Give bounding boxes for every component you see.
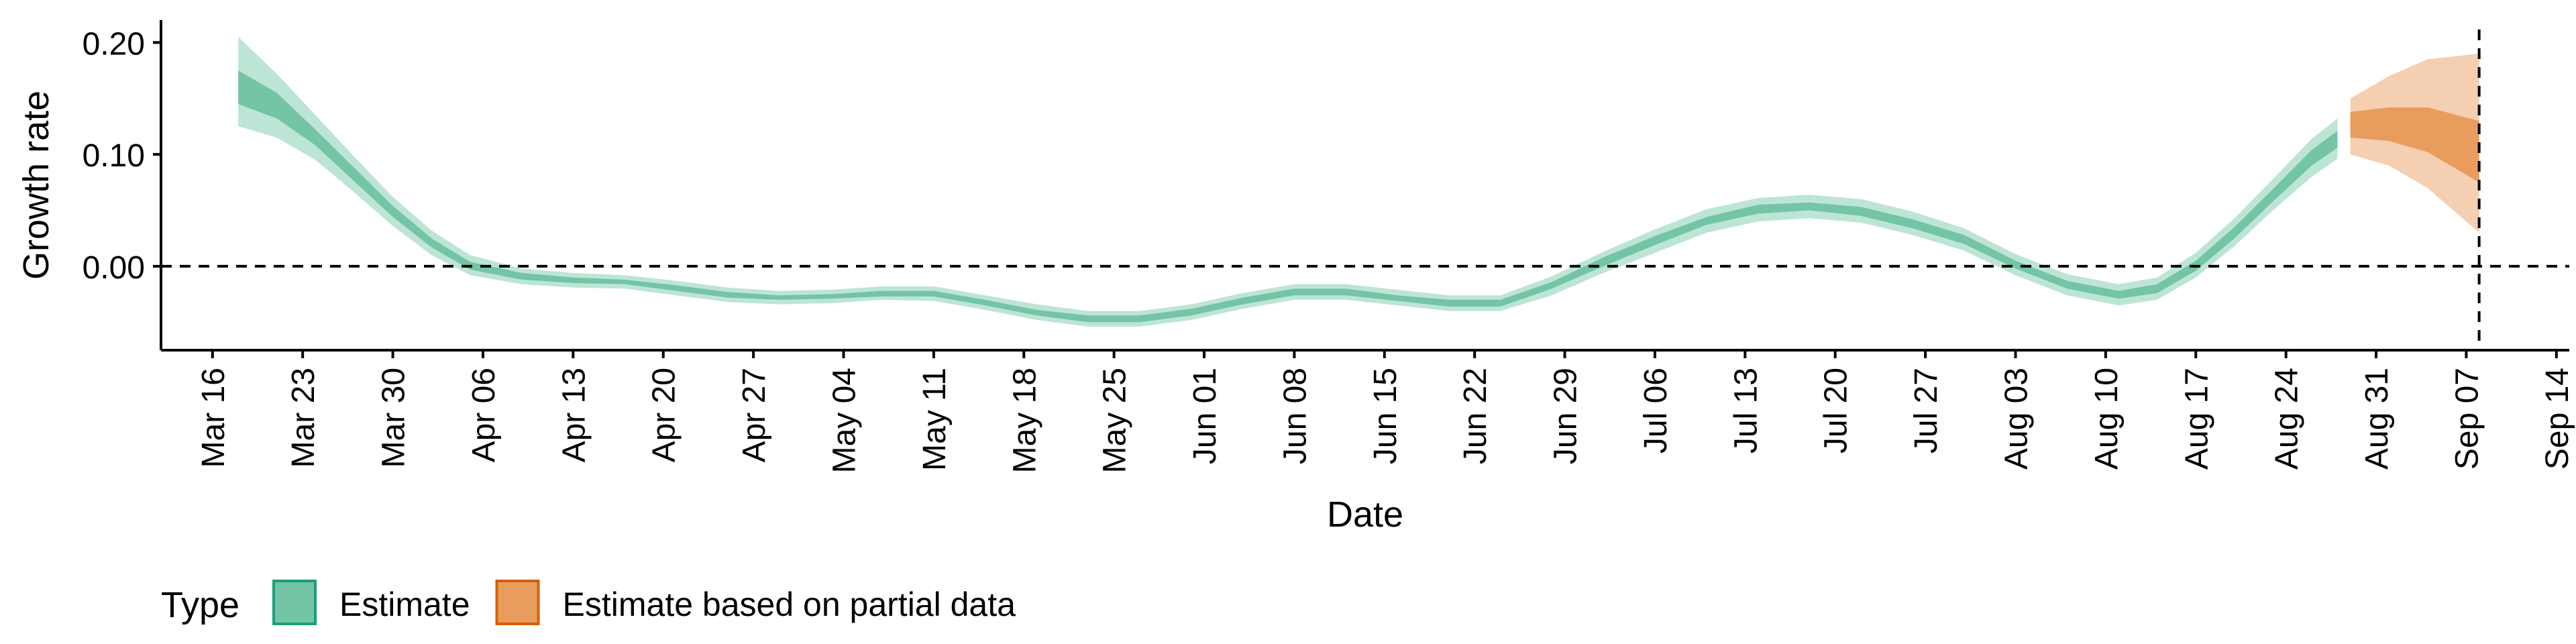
x-tick-label: Apr 20 bbox=[647, 368, 682, 462]
legend-label-1: Estimate based on partial data bbox=[563, 586, 1016, 623]
x-axis-ticks: Mar 16 Mar 23 Mar 30 Apr 06 Apr 13 Apr 20 Apr … bbox=[196, 350, 2575, 473]
x-tick-label: Mar 16 bbox=[196, 368, 231, 468]
x-axis-title: Date bbox=[1327, 494, 1403, 535]
x-tick-label: Jun 01 bbox=[1187, 368, 1223, 464]
x-tick-label: Jul 20 bbox=[1819, 368, 1854, 453]
y-axis-ticks: 0.00 0.10 0.20 bbox=[83, 26, 161, 286]
legend-title: Type bbox=[161, 585, 239, 625]
x-tick-label: May 11 bbox=[917, 368, 953, 471]
x-tick-label: May 04 bbox=[826, 368, 862, 473]
x-tick-label: Jun 15 bbox=[1368, 368, 1403, 464]
x-tick-label: Jul 06 bbox=[1638, 368, 1674, 453]
x-tick-label: Jun 08 bbox=[1277, 368, 1313, 464]
x-tick-label: Sep 14 bbox=[2540, 368, 2575, 470]
x-tick-label: Jun 29 bbox=[1548, 368, 1584, 464]
x-tick-label: May 18 bbox=[1007, 368, 1042, 473]
series-1-inner-band bbox=[2350, 107, 2479, 182]
x-tick-label: Jul 13 bbox=[1728, 368, 1764, 453]
legend-label-0: Estimate bbox=[339, 586, 470, 623]
legend: Type Estimate Estimate based on partial d… bbox=[161, 580, 1016, 625]
x-tick-label: Mar 30 bbox=[376, 368, 412, 468]
y-tick-label: 0.20 bbox=[83, 26, 145, 62]
legend-entries: Estimate Estimate based on partial data bbox=[272, 580, 1016, 625]
x-tick-label: Jun 22 bbox=[1458, 368, 1493, 464]
x-tick-label: Sep 07 bbox=[2449, 368, 2485, 470]
series-0-outer-band bbox=[238, 37, 2338, 327]
y-tick-label: 0.10 bbox=[83, 138, 145, 174]
y-tick-label: 0.00 bbox=[83, 250, 145, 286]
plot-panel: 0.00 0.10 0.20 Mar 16 Mar 23 Mar 30 Apr 06 Apr… bbox=[83, 20, 2575, 473]
x-tick-label: Apr 13 bbox=[556, 368, 592, 462]
x-tick-label: Aug 10 bbox=[2089, 368, 2125, 470]
x-tick-label: Jul 27 bbox=[1909, 368, 1944, 453]
y-axis-title: Growth rate bbox=[16, 91, 56, 280]
x-tick-label: Apr 06 bbox=[466, 368, 502, 462]
x-tick-label: Aug 31 bbox=[2359, 368, 2395, 470]
x-tick-label: Mar 23 bbox=[286, 368, 321, 468]
x-tick-label: Aug 03 bbox=[1998, 368, 2034, 470]
ribbon-layer bbox=[238, 37, 2479, 327]
x-tick-label: Aug 17 bbox=[2179, 368, 2214, 470]
x-tick-label: May 25 bbox=[1097, 368, 1133, 473]
legend-swatch-0 bbox=[272, 580, 317, 625]
legend-swatch-1 bbox=[495, 580, 540, 625]
x-tick-label: Apr 27 bbox=[737, 368, 772, 462]
series-0-inner-band bbox=[238, 70, 2338, 323]
x-tick-label: Aug 24 bbox=[2269, 368, 2305, 470]
